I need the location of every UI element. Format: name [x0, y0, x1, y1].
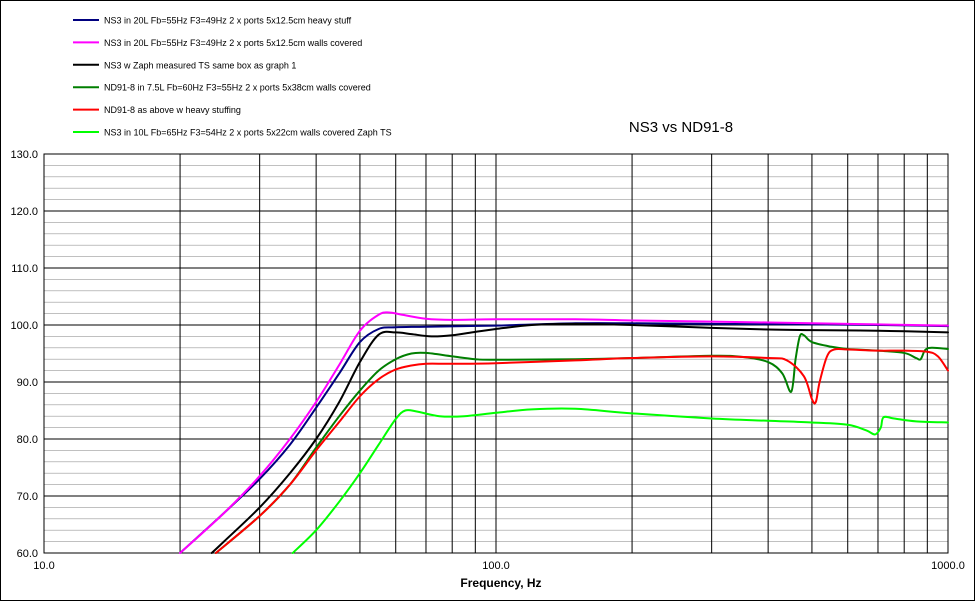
- legend-label: NS3 w Zaph measured TS same box as graph…: [104, 60, 296, 70]
- series-line-1: [179, 322, 949, 554]
- plot-area-border: [43, 153, 949, 554]
- legend-item: NS3 in 10L Fb=65Hz F3=54Hz 2 x ports 5x2…: [73, 128, 392, 138]
- tick-labels: 60.0 70.0 80.0 90.0 100.0 110.0 120.0 130.0 10.0…: [10, 149, 964, 572]
- grid-layer: [44, 153, 948, 554]
- y-tick-label: 70.0: [17, 491, 38, 503]
- y-tick-label: 60.0: [17, 548, 38, 560]
- legend-label: NS3 in 20L Fb=55Hz F3=49Hz 2 x ports 5x1…: [104, 16, 352, 26]
- y-tick-label: 120.0: [10, 206, 38, 218]
- series-line-6: [291, 407, 949, 554]
- series-line-5: [214, 347, 949, 554]
- legend-item: NS3 w Zaph measured TS same box as graph…: [73, 60, 296, 70]
- series-line-3: [210, 322, 949, 554]
- x-tick-label: 1000.0: [931, 560, 965, 572]
- y-tick-label: 100.0: [10, 320, 38, 332]
- legend-label: NS3 in 10L Fb=65Hz F3=54Hz 2 x ports 5x2…: [104, 128, 392, 138]
- series-line-2: [179, 311, 949, 554]
- legend-item: ND91-8 as above w heavy stuffing: [73, 105, 241, 115]
- y-tick-label: 90.0: [17, 377, 38, 389]
- series-layer: [179, 311, 949, 554]
- x-tick-label: 100.0: [482, 560, 510, 572]
- legend-label: ND91-8 as above w heavy stuffing: [104, 105, 241, 115]
- legend: NS3 in 20L Fb=55Hz F3=49Hz 2 x ports 5x1…: [73, 16, 392, 138]
- legend-item: NS3 in 20L Fb=55Hz F3=49Hz 2 x ports 5x1…: [73, 38, 362, 48]
- y-tick-label: 130.0: [10, 149, 38, 161]
- legend-label: ND91-8 in 7.5L Fb=60Hz F3=55Hz 2 x ports…: [104, 83, 371, 93]
- x-tick-label: 10.0: [33, 560, 54, 572]
- legend-label: NS3 in 20L Fb=55Hz F3=49Hz 2 x ports 5x1…: [104, 38, 362, 48]
- chart-title: NS3 vs ND91-8: [629, 119, 733, 136]
- y-tick-label: 110.0: [11, 263, 38, 275]
- x-axis-label: Frequency, Hz: [460, 576, 541, 590]
- legend-item: ND91-8 in 7.5L Fb=60Hz F3=55Hz 2 x ports…: [73, 83, 371, 93]
- y-tick-label: 80.0: [17, 434, 38, 446]
- legend-item: NS3 in 20L Fb=55Hz F3=49Hz 2 x ports 5x1…: [73, 16, 352, 26]
